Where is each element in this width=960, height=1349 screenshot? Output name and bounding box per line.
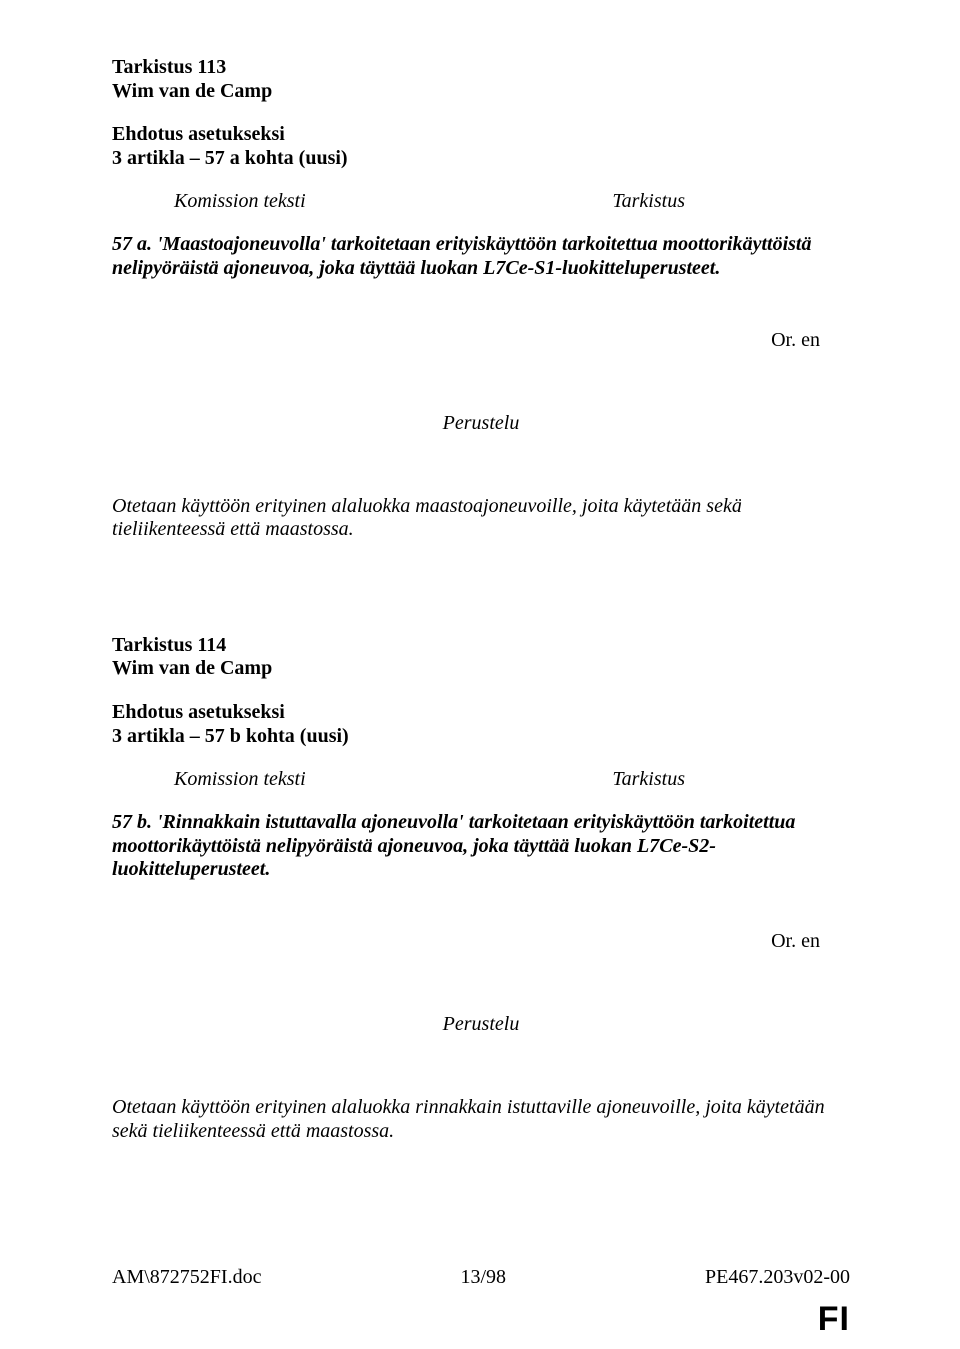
footer-left: AM\872752FI.doc <box>112 1266 261 1289</box>
page-footer: AM\872752FI.doc 13/98 PE467.203v02-00 <box>112 1266 850 1289</box>
column-headers: Komission teksti Tarkistus <box>112 190 850 213</box>
amend-number: Tarkistus 114 <box>112 634 850 658</box>
perustelu-label: Perustelu <box>112 412 850 435</box>
amend-author: Wim van de Camp <box>112 657 850 681</box>
footer-center: 13/98 <box>460 1266 506 1289</box>
col-right-label: Tarkistus <box>612 768 850 791</box>
amend-text: 57 a. 'Maastoajoneuvolla' tarkoitetaan e… <box>112 233 850 280</box>
amend-author: Wim van de Camp <box>112 80 850 104</box>
original-language: Or. en <box>112 329 850 352</box>
footer-right: PE467.203v02-00 <box>705 1266 850 1289</box>
col-left-label: Komission teksti <box>112 190 306 213</box>
perustelu-label: Perustelu <box>112 1013 850 1036</box>
language-badge: FI <box>818 1300 850 1339</box>
amend-text: 57 b. 'Rinnakkain istuttavalla ajoneuvol… <box>112 811 850 882</box>
document-page: Tarkistus 113 Wim van de Camp Ehdotus as… <box>0 0 960 1349</box>
amendment-113: Tarkistus 113 Wim van de Camp Ehdotus as… <box>112 56 850 542</box>
amend-heading-1: Ehdotus asetukseksi <box>112 123 850 147</box>
amendment-114: Tarkistus 114 Wim van de Camp Ehdotus as… <box>112 634 850 1143</box>
original-language: Or. en <box>112 930 850 953</box>
amend-heading-2: 3 artikla – 57 a kohta (uusi) <box>112 147 850 171</box>
amend-number: Tarkistus 113 <box>112 56 850 80</box>
column-headers: Komission teksti Tarkistus <box>112 768 850 791</box>
col-left-label: Komission teksti <box>112 768 306 791</box>
perustelu-text: Otetaan käyttöön erityinen alaluokka maa… <box>112 495 850 542</box>
perustelu-text: Otetaan käyttöön erityinen alaluokka rin… <box>112 1096 850 1143</box>
amend-heading-2: 3 artikla – 57 b kohta (uusi) <box>112 725 850 749</box>
amend-heading-1: Ehdotus asetukseksi <box>112 701 850 725</box>
col-right-label: Tarkistus <box>612 190 850 213</box>
